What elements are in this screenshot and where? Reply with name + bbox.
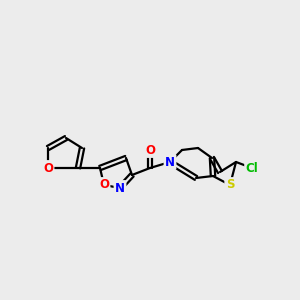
Text: O: O [145,143,155,157]
Text: O: O [43,161,53,175]
Text: S: S [226,178,234,191]
Text: N: N [165,155,175,169]
Text: Cl: Cl [246,161,258,175]
Text: O: O [99,178,109,191]
Text: N: N [115,182,125,194]
